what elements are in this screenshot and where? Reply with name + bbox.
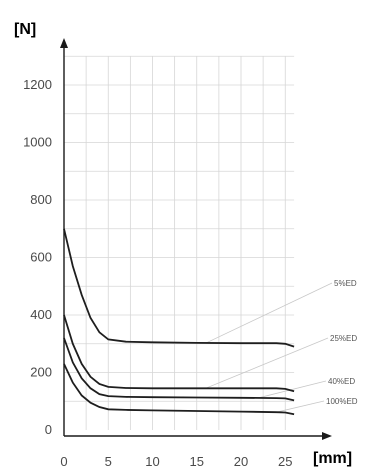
series-curves	[63, 228, 295, 416]
series-leader-line	[258, 380, 327, 399]
series-curve	[63, 314, 295, 393]
x-tick-label: 10	[145, 454, 159, 469]
grid	[64, 55, 295, 430]
series-leader-line	[276, 400, 325, 413]
series-label: 100%ED	[326, 397, 358, 406]
y-tick-label: 800	[30, 192, 52, 207]
series-leader-line	[205, 282, 333, 344]
y-axis-arrow	[60, 38, 68, 48]
series-label: 5%ED	[334, 279, 357, 288]
y-tick-label: 1200	[23, 77, 52, 92]
x-tick-label: 20	[234, 454, 248, 469]
x-tick-label: 0	[60, 454, 67, 469]
x-tick-label: 5	[105, 454, 112, 469]
x-axis-arrow	[322, 432, 332, 440]
series-label: 25%ED	[330, 334, 357, 343]
x-tick-labels: 0 5 10 15 20 25	[60, 454, 292, 469]
series-leader-lines	[205, 282, 333, 413]
series-curve	[63, 228, 295, 348]
series-label: 40%ED	[328, 377, 355, 386]
x-tick-label: 15	[190, 454, 204, 469]
y-tick-label: 600	[30, 250, 52, 265]
y-tick-labels: 0 200 400 600 800 1000 1200	[23, 77, 52, 437]
x-tick-label: 25	[278, 454, 292, 469]
y-tick-label: 200	[30, 365, 52, 380]
series-curve	[63, 337, 295, 402]
y-tick-label: 1000	[23, 135, 52, 150]
x-axis-label: [mm]	[313, 450, 352, 467]
y-axis-label: [N]	[14, 21, 36, 38]
series-leader-line	[205, 337, 329, 389]
series-labels: 5%ED 25%ED 40%ED 100%ED	[326, 279, 358, 406]
series-curve	[63, 363, 295, 416]
axes	[60, 38, 332, 440]
y-tick-label: 0	[45, 422, 52, 437]
y-tick-label: 400	[30, 307, 52, 322]
